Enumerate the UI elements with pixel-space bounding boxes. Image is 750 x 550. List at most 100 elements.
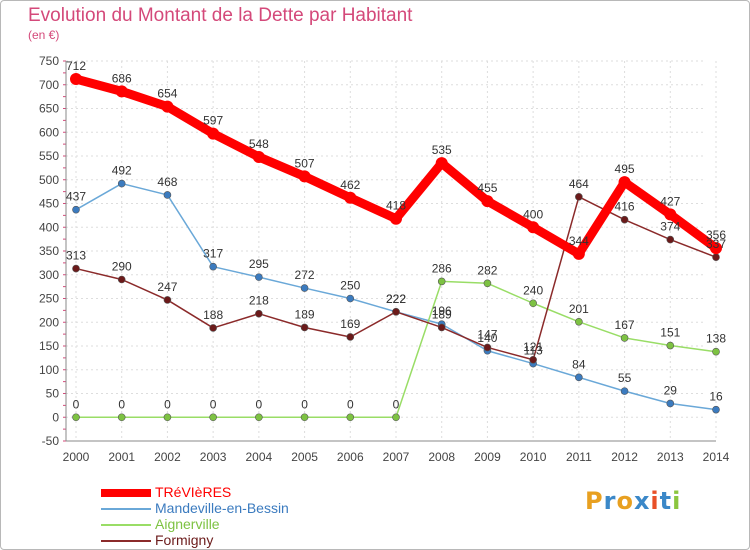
data-label: 55	[618, 371, 632, 385]
x-tick-label: 2003	[200, 450, 227, 464]
data-label: 0	[256, 397, 263, 411]
y-tick-label: 100	[39, 363, 59, 377]
data-point	[712, 253, 720, 261]
data-point	[483, 343, 492, 352]
data-point	[72, 264, 80, 273]
data-label: 337	[706, 237, 726, 251]
data-point	[618, 176, 631, 189]
data-label: 286	[432, 261, 452, 275]
y-tick-label: 450	[39, 197, 59, 211]
data-label: 189	[432, 307, 452, 321]
data-point	[620, 334, 629, 342]
data-label: 196	[432, 304, 452, 318]
y-tick-label: 50	[46, 387, 60, 401]
data-label: 400	[523, 207, 543, 221]
x-tick-label: 2009	[474, 450, 501, 464]
data-point	[666, 341, 675, 350]
x-tick-label: 2000	[63, 450, 90, 464]
logo-letter: P	[585, 487, 604, 515]
data-label: 0	[393, 397, 400, 411]
data-label: 0	[347, 397, 354, 411]
x-tick-label: 2008	[428, 450, 455, 464]
data-label: 0	[301, 397, 308, 411]
data-label: 140	[477, 331, 497, 345]
legend-swatch	[101, 508, 151, 510]
data-point	[255, 413, 263, 422]
legend-label: Formigny	[155, 532, 214, 548]
logo-letter: o	[616, 487, 634, 515]
data-label: 0	[73, 397, 80, 411]
data-label: 222	[386, 292, 406, 306]
data-point	[115, 85, 128, 98]
data-label: 416	[615, 200, 635, 214]
data-label: 218	[249, 294, 269, 308]
legend-label: Aignerville	[155, 516, 220, 532]
legend-swatch	[101, 524, 151, 526]
data-label: 548	[249, 137, 269, 151]
y-tick-label: 700	[39, 78, 59, 92]
data-point	[529, 355, 537, 364]
data-label: 686	[112, 71, 132, 85]
data-label: 121	[523, 340, 543, 354]
data-label: 464	[569, 177, 589, 191]
y-tick-label: -50	[42, 434, 60, 448]
data-point	[712, 405, 720, 414]
data-label: 427	[660, 194, 680, 208]
data-point	[666, 235, 675, 244]
data-point	[252, 150, 265, 163]
data-label: 455	[477, 181, 497, 195]
data-point	[117, 179, 126, 188]
y-tick-label: 400	[39, 220, 59, 234]
data-point	[346, 413, 355, 422]
data-point	[209, 262, 217, 271]
y-tick-label: 200	[39, 315, 59, 329]
x-tick-label: 2007	[383, 450, 410, 464]
data-point	[437, 277, 446, 286]
data-point	[209, 413, 217, 422]
logo-letter: x	[633, 487, 651, 515]
data-point	[575, 317, 583, 326]
x-tick-label: 2012	[611, 450, 638, 464]
data-point	[72, 413, 80, 422]
data-label: 250	[340, 279, 360, 293]
data-point	[209, 324, 217, 332]
data-point	[575, 373, 583, 382]
data-point	[712, 347, 720, 356]
data-label: 654	[157, 87, 177, 101]
data-label: 313	[66, 249, 86, 263]
y-tick-label: 150	[39, 339, 59, 353]
data-point	[117, 413, 126, 422]
data-label: 712	[66, 59, 86, 73]
data-label: 169	[340, 317, 360, 331]
y-tick-label: 300	[39, 268, 59, 282]
data-label: 147	[477, 327, 497, 341]
data-point	[163, 191, 172, 199]
data-point	[298, 170, 311, 183]
legend-swatch	[101, 540, 151, 542]
data-label: 272	[295, 268, 315, 282]
data-label: 295	[249, 257, 269, 271]
data-point	[161, 100, 174, 113]
logo-letter: i	[672, 487, 682, 515]
data-point	[344, 191, 357, 204]
y-tick-label: 500	[39, 173, 59, 187]
data-label: 468	[157, 175, 177, 189]
logo-letter: r	[603, 487, 617, 515]
data-label: 222	[386, 292, 406, 306]
data-point	[392, 307, 400, 316]
y-tick-label: 550	[39, 149, 59, 163]
legend-label: Mandeville-en-Bessin	[155, 500, 289, 516]
data-label: 597	[203, 114, 223, 128]
data-label: 462	[340, 178, 360, 192]
x-tick-label: 2013	[657, 450, 684, 464]
data-label: 535	[432, 143, 452, 157]
data-label: 84	[572, 357, 586, 371]
data-point	[163, 413, 172, 422]
data-label: 240	[523, 283, 543, 297]
data-point	[481, 195, 494, 208]
data-point	[70, 73, 82, 86]
x-tick-label: 2005	[291, 450, 318, 464]
data-label: 290	[112, 260, 132, 274]
data-point	[435, 157, 448, 170]
